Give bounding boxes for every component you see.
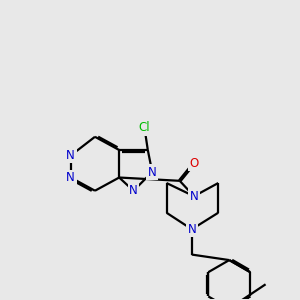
Text: O: O	[189, 157, 199, 170]
Text: N: N	[190, 190, 198, 203]
Text: N: N	[66, 149, 75, 162]
Text: N: N	[188, 223, 196, 236]
Text: N: N	[66, 171, 75, 184]
Text: N: N	[129, 184, 138, 197]
Text: N: N	[148, 166, 157, 178]
Text: Cl: Cl	[139, 122, 150, 134]
